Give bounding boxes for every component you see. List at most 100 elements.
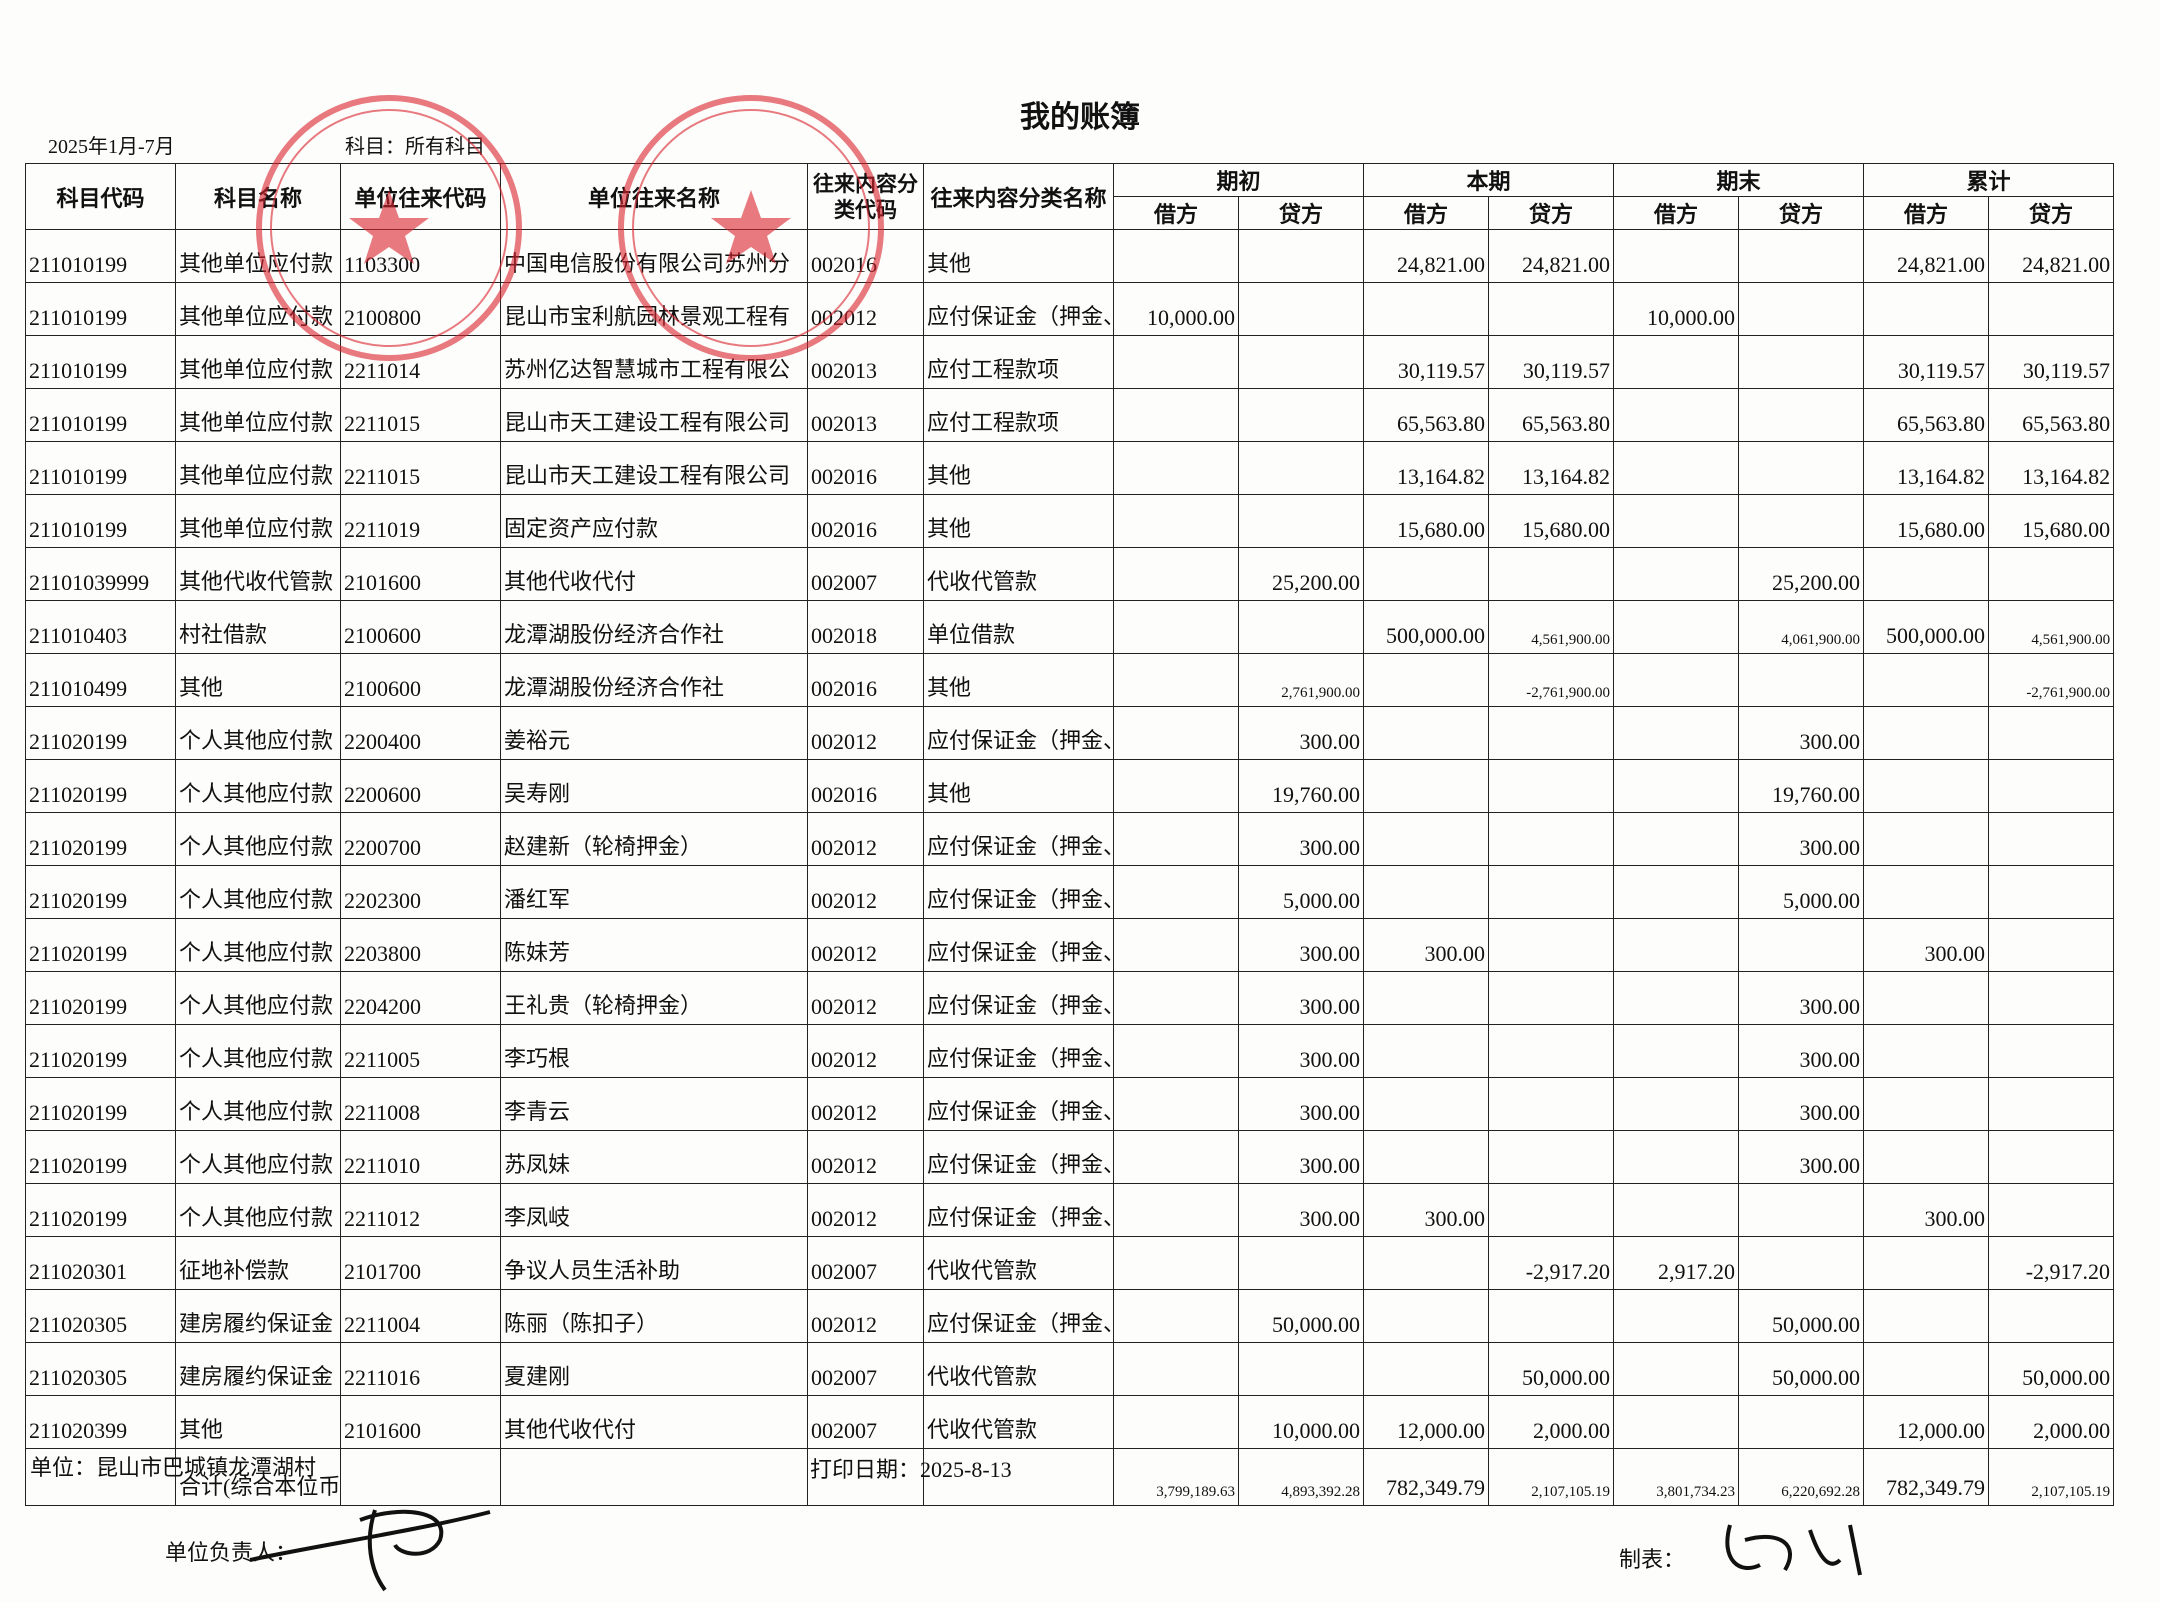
text-cell: 211010199 <box>25 494 176 548</box>
text-cell: 211020199 <box>25 1077 176 1131</box>
text-cell: 王礼贵（轮椅押金） <box>500 971 808 1025</box>
amount-cell <box>1113 1024 1239 1078</box>
text-cell: 苏州亿达智慧城市工程有限公 <box>500 335 808 389</box>
text-cell: 固定资产应付款 <box>500 494 808 548</box>
total-amount: 2,107,105.19 <box>1988 1448 2115 1506</box>
amount-cell <box>1237 1342 1365 1396</box>
amount-cell: 50,000.00 <box>1488 1342 1615 1396</box>
amount-cell: 65,563.80 <box>1863 388 1990 442</box>
amount-cell <box>1363 812 1490 866</box>
text-cell <box>807 1448 924 1506</box>
total-amount: 4,893,392.28 <box>1237 1448 1365 1506</box>
amount-cell <box>1113 547 1239 601</box>
data-row: 211020305 建房履约保证金 2211016 夏建刚 002007 代收代管款 50,… <box>25 1342 2115 1396</box>
amount-cell: 300.00 <box>1738 971 1865 1025</box>
amount-cell: 30,119.57 <box>1863 335 1990 389</box>
text-cell: 吴寿刚 <box>500 759 808 813</box>
amount-cell <box>1113 1236 1239 1290</box>
total-row: 合计(综合本位币 3,799,189.63 4,893,392.28 782,349.… <box>25 1448 2115 1506</box>
text-cell: 应付保证金（押金、履约金） <box>923 918 1114 972</box>
text-cell: 代收代管款 <box>923 1342 1114 1396</box>
group-header: 期初 <box>1112 163 1365 197</box>
text-cell: 211020305 <box>25 1342 176 1396</box>
amount-cell <box>1113 759 1239 813</box>
text-cell: 211010199 <box>25 282 176 336</box>
text-cell: 002012 <box>807 812 924 866</box>
text-cell: 2211012 <box>340 1183 501 1237</box>
text-cell: 应付保证金（押金、履约金） <box>923 1024 1114 1078</box>
amount-cell <box>1613 1289 1740 1343</box>
text-cell: 2203800 <box>340 918 501 972</box>
sub-header: 贷方 <box>1988 196 2115 230</box>
text-cell: 002016 <box>807 653 924 707</box>
amount-cell: 300.00 <box>1237 918 1365 972</box>
amount-cell <box>1113 1130 1239 1184</box>
amount-cell: -2,761,900.00 <box>1488 653 1615 707</box>
amount-cell <box>1237 229 1365 283</box>
text-cell: 建房履约保证金 <box>175 1289 341 1343</box>
text-cell: 002018 <box>807 600 924 654</box>
text-cell: 其他 <box>923 494 1114 548</box>
text-cell: 昆山市宝利航园林景观工程有 <box>500 282 808 336</box>
text-cell: 潘红军 <box>500 865 808 919</box>
amount-cell: 300.00 <box>1237 1130 1365 1184</box>
column-header: 往来内容分类名称 <box>923 163 1114 230</box>
amount-cell <box>1613 388 1740 442</box>
amount-cell: 24,821.00 <box>1363 229 1490 283</box>
text-cell: 2100800 <box>340 282 501 336</box>
amount-cell <box>1363 653 1490 707</box>
amount-cell <box>1863 865 1990 919</box>
amount-cell: 19,760.00 <box>1237 759 1365 813</box>
text-cell: 应付工程款项 <box>923 335 1114 389</box>
amount-cell <box>1363 1077 1490 1131</box>
text-cell: 1103300 <box>340 229 501 283</box>
amount-cell: 2,761,900.00 <box>1237 653 1365 707</box>
amount-cell: 5,000.00 <box>1237 865 1365 919</box>
amount-cell <box>1738 441 1865 495</box>
text-cell: 2211015 <box>340 388 501 442</box>
sub-header: 借方 <box>1863 196 1990 230</box>
amount-cell <box>1363 971 1490 1025</box>
amount-cell: 2,000.00 <box>1488 1395 1615 1449</box>
amount-cell <box>1988 971 2115 1025</box>
amount-cell <box>1237 282 1365 336</box>
amount-cell <box>1988 1130 2115 1184</box>
amount-cell: 50,000.00 <box>1738 1342 1865 1396</box>
data-row: 211020199 个人其他应付款 2200700 赵建新（轮椅押金） 002012 应付… <box>25 812 2115 866</box>
text-cell: 其他代收代付 <box>500 547 808 601</box>
text-cell: 其他代收代付 <box>500 1395 808 1449</box>
amount-cell: 4,561,900.00 <box>1488 600 1615 654</box>
text-cell: 2101600 <box>340 1395 501 1449</box>
amount-cell <box>1863 1289 1990 1343</box>
amount-cell <box>1613 1395 1740 1449</box>
amount-cell: 13,164.82 <box>1988 441 2115 495</box>
text-cell: 代收代管款 <box>923 1236 1114 1290</box>
amount-cell <box>1988 1183 2115 1237</box>
amount-cell <box>1488 282 1615 336</box>
amount-cell <box>1113 335 1239 389</box>
amount-cell: 19,760.00 <box>1738 759 1865 813</box>
text-cell: 2200700 <box>340 812 501 866</box>
amount-cell: 300.00 <box>1863 918 1990 972</box>
amount-cell: 15,680.00 <box>1363 494 1490 548</box>
text-cell: 2211004 <box>340 1289 501 1343</box>
header-row: 科目代码 科目名称 单位往来代码 单位往来名称 往来内容分类代码 往来内容分类名称 期初 本期… <box>25 163 2115 230</box>
amount-cell <box>1488 1289 1615 1343</box>
text-cell: 其他 <box>175 1395 341 1449</box>
text-cell: 002013 <box>807 335 924 389</box>
signature <box>1725 1524 1862 1576</box>
amount-cell: 30,119.57 <box>1988 335 2115 389</box>
text-cell: 中国电信股份有限公司苏州分 <box>500 229 808 283</box>
amount-cell <box>1488 918 1615 972</box>
amount-cell: 300.00 <box>1237 971 1365 1025</box>
amount-cell <box>1613 1024 1740 1078</box>
text-cell: 个人其他应付款 <box>175 1183 341 1237</box>
amount-cell <box>1613 865 1740 919</box>
amount-cell: 300.00 <box>1237 1077 1365 1131</box>
text-cell: 苏凤妹 <box>500 1130 808 1184</box>
amount-cell: 50,000.00 <box>1738 1289 1865 1343</box>
text-cell: 个人其他应付款 <box>175 865 341 919</box>
amount-cell: -2,917.20 <box>1988 1236 2115 1290</box>
amount-cell <box>1488 547 1615 601</box>
text-cell: 002013 <box>807 388 924 442</box>
